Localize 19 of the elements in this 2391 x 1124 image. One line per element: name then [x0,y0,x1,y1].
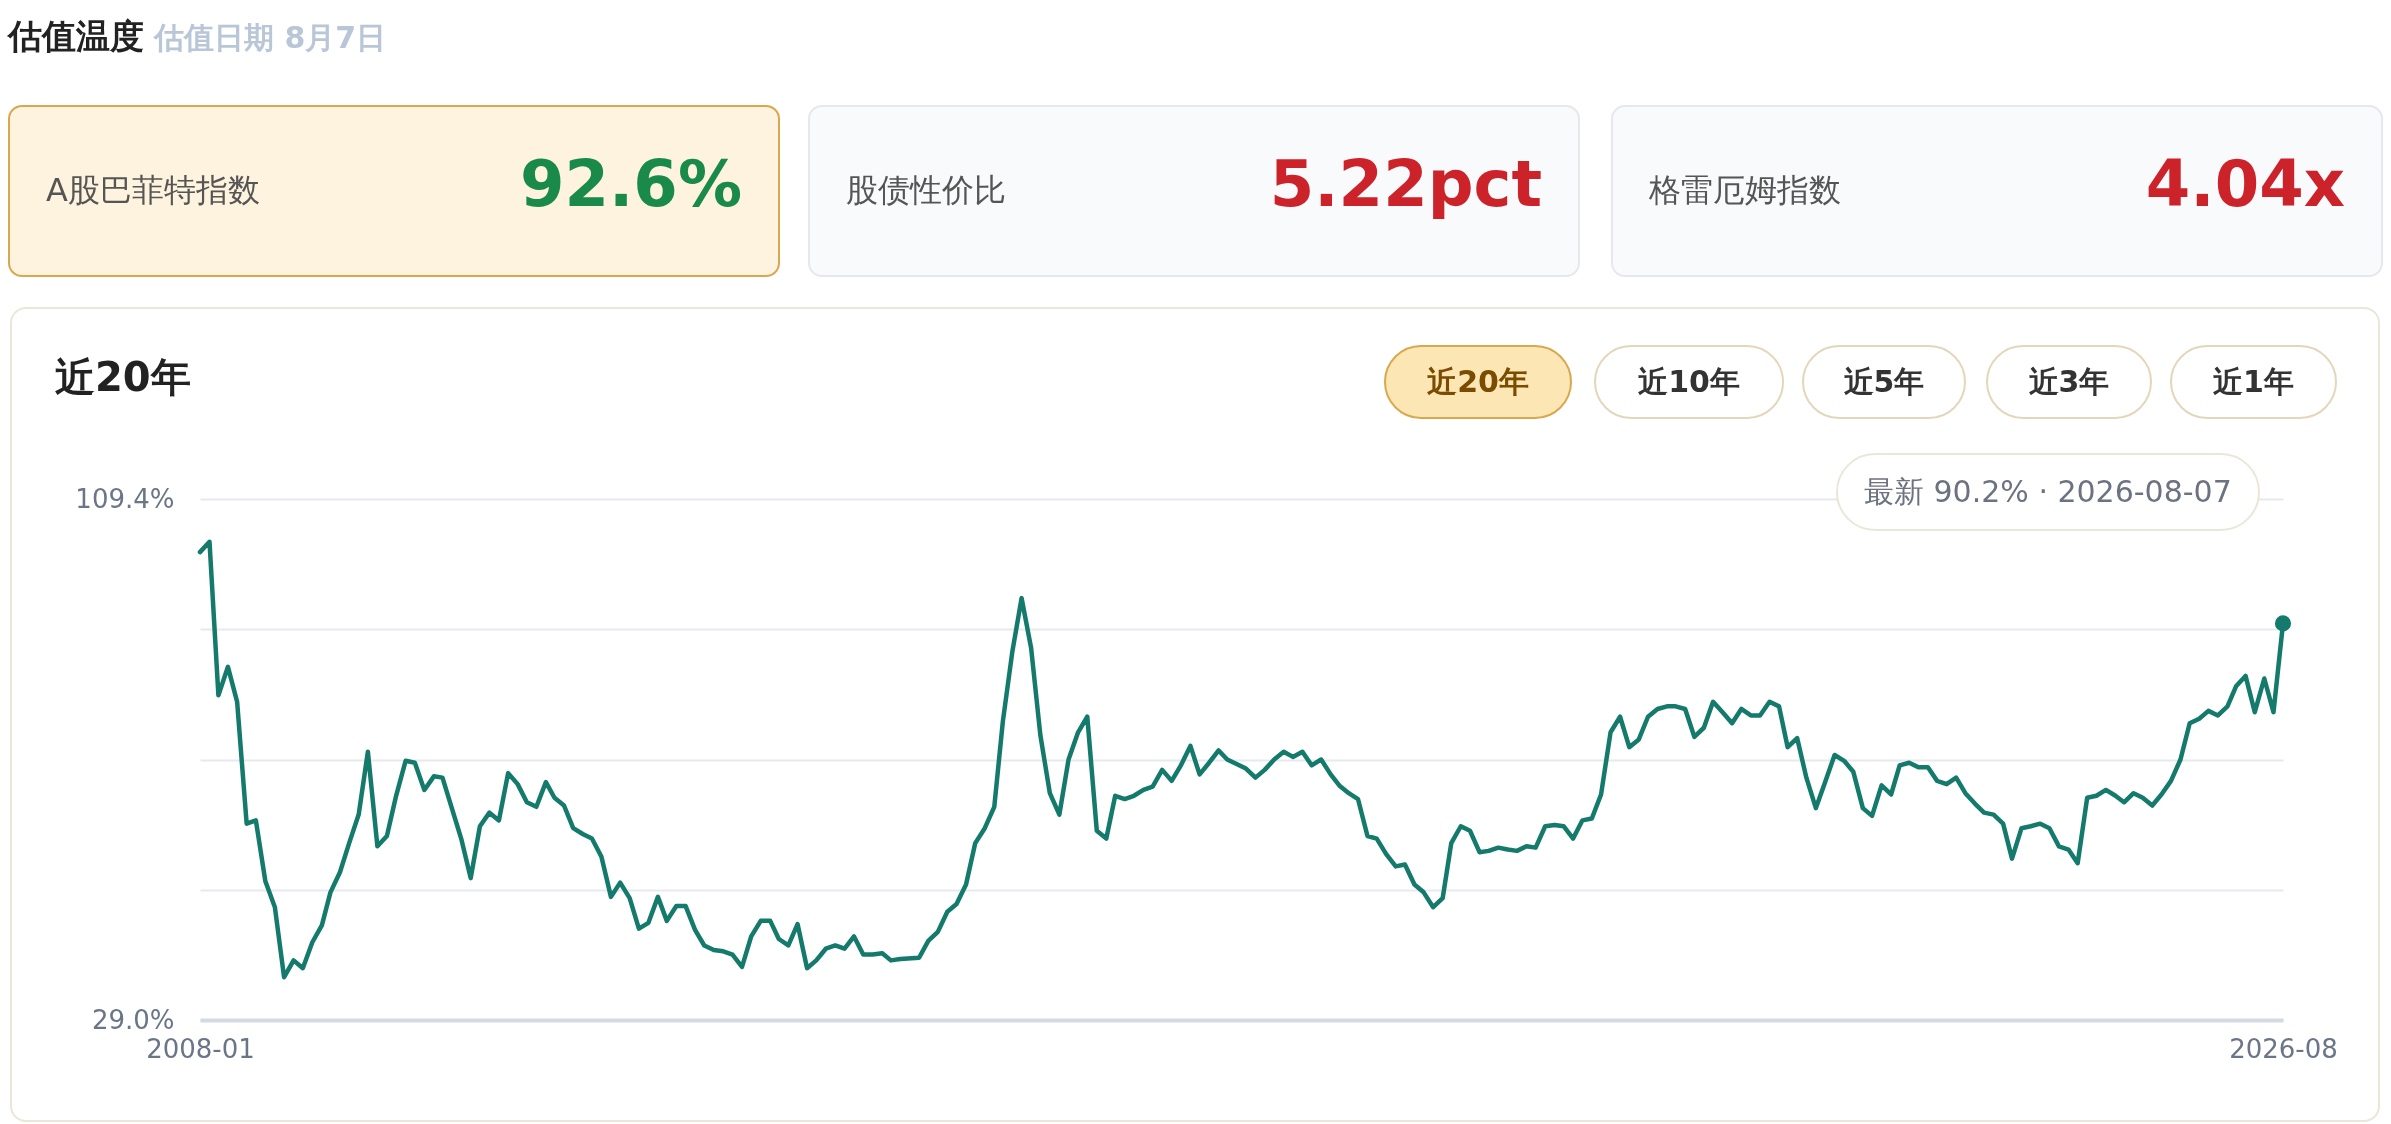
x-tick-label: 2008-01 [146,1033,255,1064]
text: 4.04x [2145,147,2345,221]
text: 近20年 [1384,345,1572,419]
text: 估值温度 [8,16,144,56]
text: 近3年 [1986,345,2152,419]
chart-title: 近20年 [55,353,191,402]
annotation: 最新 90.2% · 2026-08-07 [1836,453,2260,531]
text: 5.22pct [1269,147,1542,221]
text: 估值日期 8月7日 [154,20,387,55]
y-tick-label: 29.0% [91,1004,175,1035]
text: 格雷厄姆指数 [1649,170,1841,211]
y-tick-label: 109.4% [75,483,175,514]
text: 近10年 [1594,345,1784,419]
text: 股债性价比 [846,170,1006,211]
text: 92.6% [519,147,742,221]
text: 近5年 [1802,345,1966,419]
text: A股巴菲特指数 [46,170,260,211]
text: 近1年 [2170,345,2337,419]
x-tick-label: 2026-08 [2229,1033,2338,1064]
